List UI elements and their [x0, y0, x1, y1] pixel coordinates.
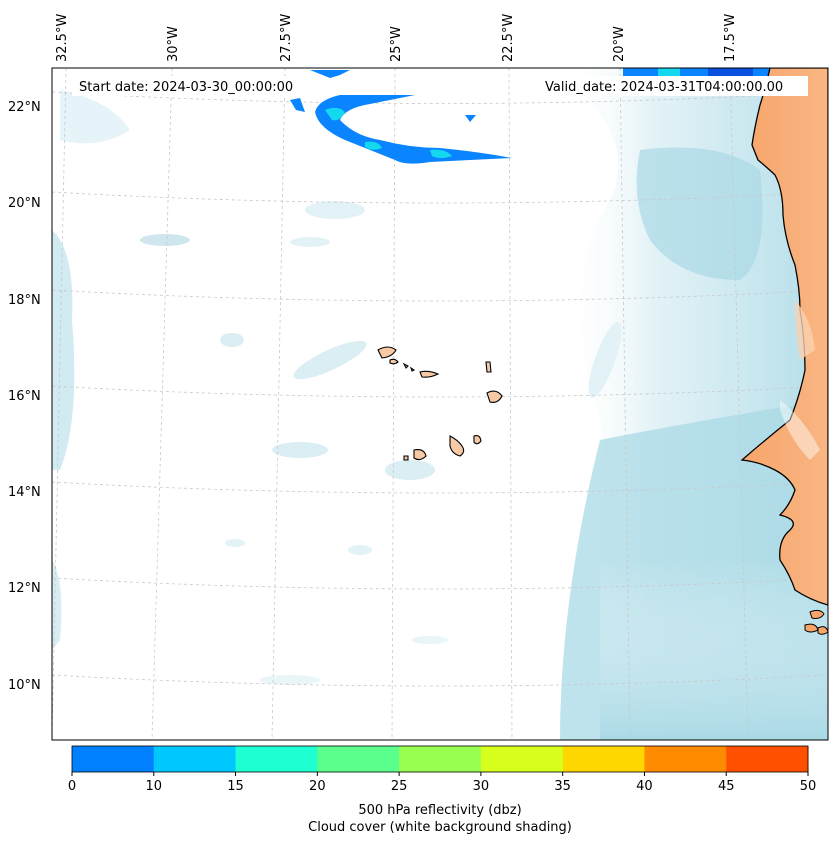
colorbar-tick-label: 50 — [800, 779, 817, 794]
map-frame — [51, 67, 829, 741]
colorbar-tick-label: 40 — [636, 779, 653, 794]
colorbar-segment — [72, 746, 155, 772]
lon-label: 25°W — [389, 26, 404, 62]
lon-label: 30°W — [166, 26, 181, 62]
colorbar-tick-label: 30 — [473, 779, 490, 794]
colorbar-segment — [235, 746, 318, 772]
lon-label: 20°W — [612, 26, 627, 62]
graticule — [52, 68, 828, 740]
lat-label: 22°N — [8, 100, 41, 115]
west-africa-landmass — [740, 68, 828, 635]
lat-label: 16°N — [8, 389, 41, 404]
colorbar-label-cloud-cover: Cloud cover (white background shading) — [308, 820, 572, 835]
colorbar-label-reflectivity: 500 hPa reflectivity (dbz) — [358, 803, 521, 818]
colorbar-segment — [480, 746, 564, 772]
colorbar-segment — [317, 746, 400, 772]
colorbar-segment — [153, 746, 237, 772]
lat-label: 14°N — [8, 485, 41, 500]
colorbar-tick-label: 25 — [391, 779, 408, 794]
colorbar-border — [71, 745, 809, 773]
colorbar-tick-label: 35 — [554, 779, 571, 794]
colorbar: 0 10 15 20 25 30 35 40 45 50 — [68, 745, 817, 794]
colorbar-segment — [399, 746, 482, 772]
valid-date-text: Valid_date: 2024-03-31T04:00:00.00 — [545, 80, 783, 95]
map-area — [52, 68, 828, 740]
colorbar-tick-label: 20 — [309, 779, 326, 794]
colorbar-segment — [726, 746, 809, 772]
start-date-box — [72, 76, 308, 96]
colorbar-tick-label: 0 — [68, 779, 76, 794]
lon-label: 22.5°W — [501, 14, 516, 62]
lat-label: 18°N — [8, 293, 41, 308]
lat-label: 12°N — [8, 581, 41, 596]
colorbar-tick-label: 45 — [718, 779, 735, 794]
colorbar-segment — [562, 746, 645, 772]
valid-date-box — [538, 76, 808, 96]
longitude-labels: 32.5°W 30°W 27.5°W 25°W 22.5°W 20°W 17.5… — [55, 14, 738, 62]
latitude-labels: 22°N 20°N 18°N 16°N 14°N 12°N 10°N — [8, 100, 41, 693]
colorbar-tick-label: 10 — [146, 779, 163, 794]
colorbar-tick-label: 15 — [227, 779, 244, 794]
lon-label: 17.5°W — [723, 14, 738, 62]
lon-label: 32.5°W — [55, 14, 70, 62]
start-date-text: Start date: 2024-03-30_00:00:00 — [79, 80, 293, 95]
colorbar-segment — [644, 746, 727, 772]
cape-verde-islands — [377, 346, 503, 461]
lat-label: 10°N — [8, 678, 41, 693]
cloud-cover-shading — [52, 68, 828, 740]
lon-label: 27.5°W — [279, 14, 294, 62]
lat-label: 20°N — [8, 196, 41, 211]
